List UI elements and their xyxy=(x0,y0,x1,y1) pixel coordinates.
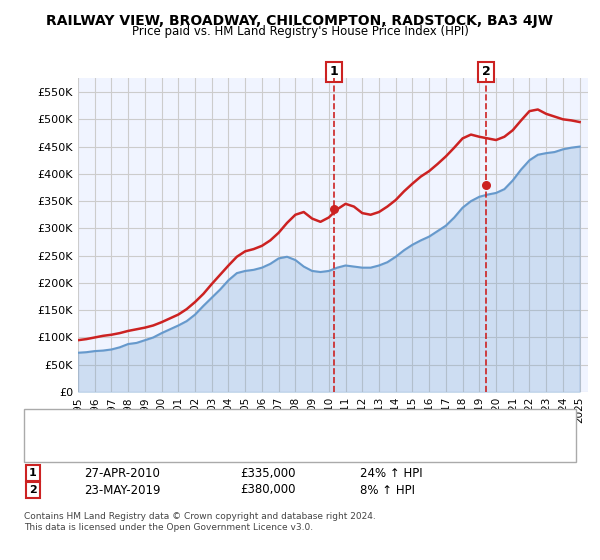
Text: RAILWAY VIEW, BROADWAY, CHILCOMPTON, RADSTOCK, BA3 4JW: RAILWAY VIEW, BROADWAY, CHILCOMPTON, RAD… xyxy=(47,14,554,28)
Text: Price paid vs. HM Land Registry's House Price Index (HPI): Price paid vs. HM Land Registry's House … xyxy=(131,25,469,38)
Text: HPI: Average price, detached house, Somerset: HPI: Average price, detached house, Some… xyxy=(54,431,297,441)
Text: RAILWAY VIEW, BROADWAY, CHILCOMPTON, RADSTOCK, BA3 4JW (detached house): RAILWAY VIEW, BROADWAY, CHILCOMPTON, RAD… xyxy=(54,416,487,426)
Point xyxy=(482,180,491,189)
Text: 8% ↑ HPI: 8% ↑ HPI xyxy=(360,483,415,497)
Text: 1: 1 xyxy=(29,468,37,478)
Text: 23-MAY-2019: 23-MAY-2019 xyxy=(84,483,161,497)
Text: 24% ↑ HPI: 24% ↑ HPI xyxy=(360,466,422,480)
Text: £380,000: £380,000 xyxy=(240,483,296,497)
Text: 2: 2 xyxy=(29,485,37,495)
Text: 1: 1 xyxy=(330,66,339,78)
Text: 2: 2 xyxy=(482,66,491,78)
Point xyxy=(329,205,339,214)
Text: Contains HM Land Registry data © Crown copyright and database right 2024.
This d: Contains HM Land Registry data © Crown c… xyxy=(24,512,376,532)
Text: 27-APR-2010: 27-APR-2010 xyxy=(84,466,160,480)
Text: £335,000: £335,000 xyxy=(240,466,296,480)
